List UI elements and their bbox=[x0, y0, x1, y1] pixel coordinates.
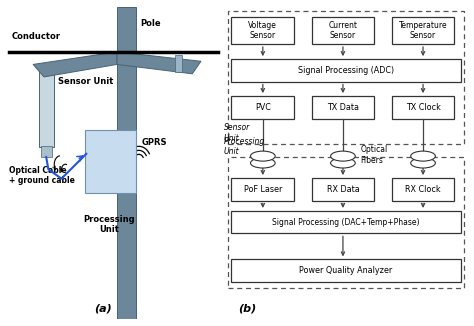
Text: Optical
Fibers: Optical Fibers bbox=[360, 145, 387, 165]
Text: Sensor
Unit: Sensor Unit bbox=[224, 123, 250, 143]
Text: Power Quality Analyzer: Power Quality Analyzer bbox=[300, 266, 392, 275]
Text: RX Clock: RX Clock bbox=[405, 185, 441, 194]
FancyBboxPatch shape bbox=[117, 7, 136, 319]
FancyBboxPatch shape bbox=[311, 178, 374, 200]
Text: Voltage
Sensor: Voltage Sensor bbox=[248, 21, 277, 40]
Ellipse shape bbox=[330, 151, 355, 161]
Text: Current
Sensor: Current Sensor bbox=[328, 21, 357, 40]
FancyBboxPatch shape bbox=[231, 178, 294, 200]
Text: Processing
Unit: Processing Unit bbox=[224, 137, 265, 156]
FancyBboxPatch shape bbox=[175, 55, 182, 72]
FancyBboxPatch shape bbox=[311, 18, 374, 44]
Text: PVC: PVC bbox=[255, 103, 271, 112]
Text: Pole: Pole bbox=[140, 19, 161, 28]
Text: (b): (b) bbox=[238, 304, 256, 314]
FancyBboxPatch shape bbox=[38, 66, 54, 147]
FancyBboxPatch shape bbox=[85, 130, 136, 193]
Text: (a): (a) bbox=[94, 304, 112, 314]
FancyBboxPatch shape bbox=[41, 146, 52, 157]
FancyBboxPatch shape bbox=[231, 211, 461, 233]
Text: GPRS: GPRS bbox=[142, 138, 168, 147]
FancyBboxPatch shape bbox=[311, 96, 374, 119]
FancyBboxPatch shape bbox=[392, 178, 455, 200]
Text: TX Data: TX Data bbox=[327, 103, 359, 112]
Text: Temperature
Sensor: Temperature Sensor bbox=[399, 21, 447, 40]
FancyBboxPatch shape bbox=[231, 59, 461, 82]
Text: Optical Cable
+ ground cable: Optical Cable + ground cable bbox=[9, 166, 75, 185]
Text: Signal Processing (DAC+Temp+Phase): Signal Processing (DAC+Temp+Phase) bbox=[272, 218, 420, 227]
Text: Processing
Unit: Processing Unit bbox=[83, 215, 135, 234]
Text: RX Data: RX Data bbox=[327, 185, 359, 194]
FancyBboxPatch shape bbox=[231, 259, 461, 282]
Text: Signal Processing (ADC): Signal Processing (ADC) bbox=[298, 66, 394, 75]
FancyBboxPatch shape bbox=[231, 18, 294, 44]
Ellipse shape bbox=[410, 158, 435, 168]
Ellipse shape bbox=[250, 151, 275, 161]
FancyBboxPatch shape bbox=[392, 18, 455, 44]
Polygon shape bbox=[33, 52, 117, 77]
Text: Conductor: Conductor bbox=[11, 32, 60, 41]
FancyBboxPatch shape bbox=[392, 96, 455, 119]
Text: PoF Laser: PoF Laser bbox=[244, 185, 282, 194]
FancyBboxPatch shape bbox=[231, 96, 294, 119]
Text: Sensor Unit: Sensor Unit bbox=[58, 77, 114, 86]
Ellipse shape bbox=[330, 158, 355, 168]
Ellipse shape bbox=[250, 158, 275, 168]
Polygon shape bbox=[117, 52, 201, 74]
Ellipse shape bbox=[410, 151, 435, 161]
Text: TX Clock: TX Clock bbox=[406, 103, 440, 112]
